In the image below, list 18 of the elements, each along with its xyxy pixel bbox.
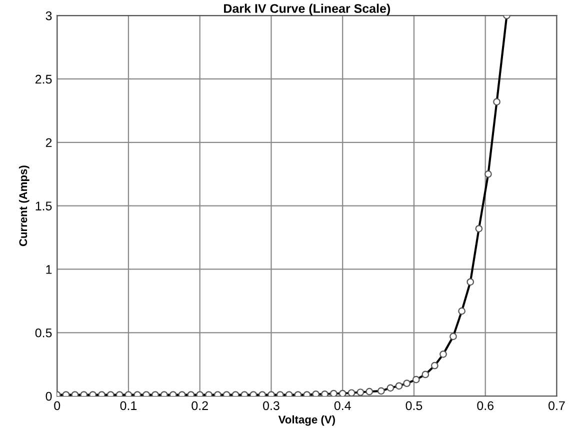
y-tick-label: 0 [46,392,52,401]
y-tick-label: 2 [46,138,52,147]
y-tick-label: 0.5 [35,328,52,338]
x-tick-label: 0.2 [192,401,208,410]
y-tick-label: 1.5 [36,202,52,210]
y-axis-title: Current (Amps) [18,166,30,246]
x-tick-label: 0.1 [120,401,137,410]
x-tick-label: 0.3 [263,401,280,410]
y-tick-label: 2.5 [35,74,52,84]
x-axis-title: Voltage (V) [278,415,335,426]
x-tick-label: 0.7 [548,401,565,410]
y-tick-label: 3 [46,11,52,20]
x-tick-label: 0.4 [334,401,351,410]
y-tick-label: 1 [46,265,52,274]
chart-title: Dark IV Curve (Linear Scale) [224,4,390,16]
x-tick-label: 0 [54,401,60,410]
x-tick-label: 0.6 [477,401,494,410]
x-tick-label: 0.5 [406,401,422,410]
